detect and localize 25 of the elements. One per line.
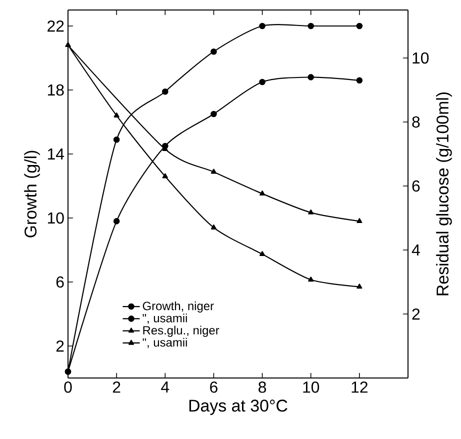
y-tick-label: 18 bbox=[48, 84, 64, 96]
y-tick-label: 14 bbox=[48, 148, 64, 160]
x-axis-title: Days at 30°C bbox=[189, 400, 288, 415]
y2-axis-title: Residual glucose (g/100ml) bbox=[436, 92, 452, 296]
y2-tick-label: 8 bbox=[412, 116, 420, 128]
legend-label: ", usamii bbox=[142, 338, 187, 348]
x-tick-label: 2 bbox=[112, 382, 120, 393]
x-tick-label: 8 bbox=[258, 382, 266, 393]
legend-label: Res.glu., niger bbox=[143, 326, 220, 337]
legend-label: Growth, niger bbox=[142, 301, 214, 313]
y2-tick-label: 6 bbox=[412, 180, 420, 192]
y-tick-label: 10 bbox=[48, 212, 64, 224]
y2-tick-label: 4 bbox=[412, 244, 420, 256]
y-tick-label: 6 bbox=[56, 276, 64, 288]
x-tick-label: 10 bbox=[303, 382, 320, 393]
y2-tick-label: 2 bbox=[412, 308, 420, 320]
y-tick-label: 2 bbox=[56, 340, 64, 352]
y-axis-title: Growth (g/l) bbox=[24, 150, 40, 238]
x-tick-label: 0 bbox=[64, 382, 72, 393]
legend-label: ", usamii bbox=[142, 314, 187, 324]
x-tick-label: 6 bbox=[210, 382, 218, 393]
y2-tick-label: 10 bbox=[412, 52, 429, 64]
x-tick-label: 4 bbox=[161, 382, 170, 392]
y-tick-label: 22 bbox=[48, 20, 64, 32]
x-tick-label: 12 bbox=[352, 382, 368, 393]
